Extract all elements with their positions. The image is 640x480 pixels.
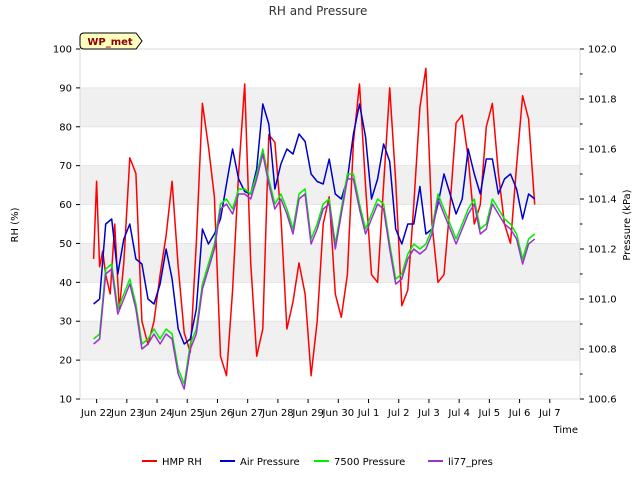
x-tick-label: Jun 30 bbox=[322, 408, 355, 419]
legend-item: Air Pressure bbox=[220, 457, 300, 468]
x-tick-label: Jul 4 bbox=[447, 408, 470, 419]
y-tick-label: 100 bbox=[53, 45, 72, 56]
y-tick-label: 40 bbox=[59, 278, 72, 289]
y2-tick-label: 100.8 bbox=[588, 345, 617, 356]
legend-label: li77_pres bbox=[448, 457, 493, 468]
x-tick-label: Jun 26 bbox=[201, 408, 234, 419]
band bbox=[80, 243, 580, 283]
legend-item: HMP RH bbox=[142, 457, 202, 468]
y-tick-label: 70 bbox=[59, 161, 72, 172]
legend-item: li77_pres bbox=[428, 457, 493, 468]
legend: HMP RH Air Pressure 7500 Pressure li77_pres bbox=[142, 457, 493, 468]
y-tick-label: 20 bbox=[59, 356, 72, 367]
x-tick-label: Jul 1 bbox=[357, 408, 380, 419]
legend-item: 7500 Pressure bbox=[314, 457, 405, 468]
y2-tick-label: 101.2 bbox=[588, 245, 617, 256]
x-axis-label: Time bbox=[553, 425, 578, 436]
y-tick-label: 50 bbox=[59, 239, 72, 250]
y-tick-label: 90 bbox=[59, 83, 72, 94]
station-badge-label: WP_met bbox=[87, 37, 133, 48]
x-tick-label: Jul 6 bbox=[508, 408, 531, 419]
x-tick-label: Jun 25 bbox=[170, 408, 203, 419]
axes: 10 20 30 40 50 60 70 80 90 100 100.6 100.8 101.0 101.… bbox=[53, 45, 617, 420]
y-tick-label: 10 bbox=[59, 395, 72, 406]
x-tick-label: Jun 22 bbox=[80, 408, 113, 419]
x-tick-label: Jul 5 bbox=[478, 408, 501, 419]
y-tick-label: 30 bbox=[59, 317, 72, 328]
x-tick-label: Jul 2 bbox=[387, 408, 410, 419]
y-tick-label: 80 bbox=[59, 122, 72, 133]
x-tick-label: Jun 23 bbox=[110, 408, 143, 419]
station-badge: WP_met bbox=[79, 32, 143, 50]
y2-tick-label: 101.0 bbox=[588, 295, 617, 306]
y2-tick-label: 101.6 bbox=[588, 145, 617, 156]
y2-axis-label: Pressure (kPa) bbox=[622, 189, 633, 260]
y2-tick-label: 100.6 bbox=[588, 395, 617, 406]
x-tick-label: Jun 28 bbox=[261, 408, 294, 419]
chart-title: RH and Pressure bbox=[269, 4, 368, 18]
y2-tick-label: 102.0 bbox=[588, 45, 617, 56]
legend-label: Air Pressure bbox=[240, 457, 300, 468]
legend-label: 7500 Pressure bbox=[334, 457, 405, 468]
x-tick-label: Jul 7 bbox=[538, 408, 561, 419]
x-tick-label: Jul 3 bbox=[417, 408, 440, 419]
legend-label: HMP RH bbox=[162, 457, 202, 468]
x-tick-label: Jun 29 bbox=[291, 408, 324, 419]
series-line-hmp-rh bbox=[92, 67, 536, 377]
y-axis-label: RH (%) bbox=[10, 207, 21, 242]
y2-tick-label: 101.4 bbox=[588, 195, 617, 206]
series-layer bbox=[92, 67, 536, 390]
band bbox=[80, 87, 580, 127]
series-line-li77-pres bbox=[93, 153, 536, 390]
series-line-air-pressure bbox=[93, 103, 536, 345]
x-tick-label: Jun 24 bbox=[140, 408, 173, 419]
x-tick-label: Jun 27 bbox=[231, 408, 264, 419]
y2-tick-label: 101.8 bbox=[588, 95, 617, 106]
y-tick-label: 60 bbox=[59, 200, 72, 211]
band bbox=[80, 321, 580, 361]
series-line-7500-pressure bbox=[93, 148, 536, 385]
